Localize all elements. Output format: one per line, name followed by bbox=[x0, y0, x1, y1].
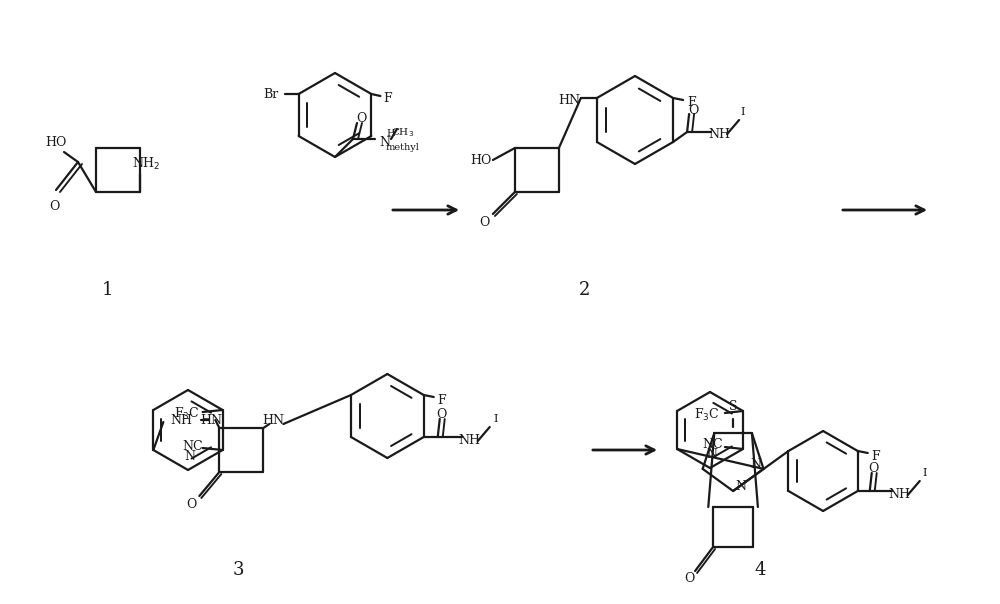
Text: 2: 2 bbox=[579, 281, 591, 299]
Text: O: O bbox=[684, 573, 694, 585]
Text: N: N bbox=[380, 137, 390, 150]
Text: O: O bbox=[869, 463, 879, 475]
Text: 1: 1 bbox=[102, 281, 114, 299]
Text: 4: 4 bbox=[754, 561, 766, 579]
Text: HN: HN bbox=[200, 414, 222, 426]
Text: S: S bbox=[729, 400, 737, 414]
Text: methyl: methyl bbox=[386, 143, 420, 152]
Text: HN: HN bbox=[262, 414, 284, 426]
Text: F: F bbox=[687, 95, 695, 109]
Text: 3: 3 bbox=[232, 561, 244, 579]
Text: I: I bbox=[493, 414, 498, 424]
Text: N: N bbox=[184, 449, 196, 463]
Text: O: O bbox=[49, 199, 59, 213]
Text: F: F bbox=[383, 91, 392, 104]
Text: F$_3$C: F$_3$C bbox=[174, 406, 199, 422]
Text: O: O bbox=[356, 112, 366, 126]
Text: NH: NH bbox=[170, 414, 192, 426]
Text: N: N bbox=[750, 458, 761, 471]
Text: HO: HO bbox=[45, 135, 67, 149]
Text: NC: NC bbox=[703, 439, 723, 452]
Text: O: O bbox=[186, 498, 197, 510]
Text: NH$_2$: NH$_2$ bbox=[132, 156, 160, 172]
Text: O: O bbox=[437, 408, 447, 422]
Text: F: F bbox=[871, 451, 880, 463]
Text: CH$_3$: CH$_3$ bbox=[391, 127, 415, 140]
Text: I: I bbox=[741, 107, 745, 117]
Text: F: F bbox=[437, 394, 446, 408]
Text: N: N bbox=[706, 448, 718, 460]
Text: NC: NC bbox=[182, 440, 203, 452]
Text: Br: Br bbox=[263, 88, 278, 100]
Text: HO: HO bbox=[470, 153, 492, 167]
Text: NH: NH bbox=[459, 434, 481, 448]
Text: H: H bbox=[387, 129, 395, 138]
Text: I: I bbox=[922, 468, 927, 478]
Text: NH: NH bbox=[889, 489, 911, 501]
Text: N: N bbox=[736, 481, 747, 493]
Text: F$_3$C: F$_3$C bbox=[694, 407, 720, 423]
Text: O: O bbox=[688, 103, 698, 117]
Text: O: O bbox=[480, 216, 490, 228]
Text: HN: HN bbox=[558, 94, 580, 106]
Text: NH: NH bbox=[708, 127, 730, 141]
